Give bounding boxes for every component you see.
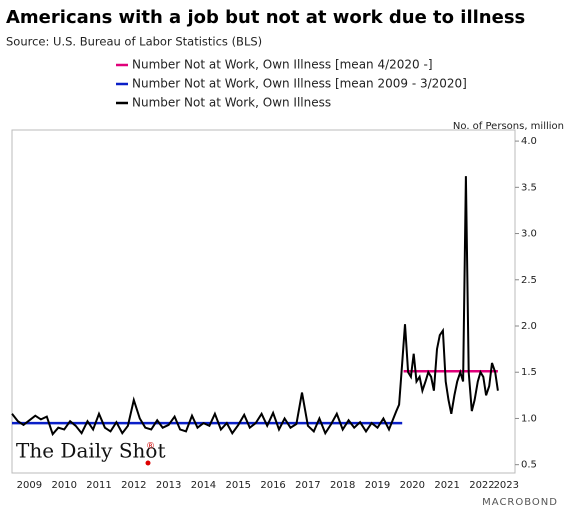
plot-frame [11,129,516,474]
legend-label: Number Not at Work, Own Illness [mean 4/… [132,58,433,72]
y-axis-label: No. of Persons, million [453,121,564,132]
x-tick-label: 2014 [191,480,216,491]
watermark-mark: ® [146,442,155,452]
x-tick-label: 2022 [469,480,494,491]
y-tick-label: 1.0 [521,413,537,424]
x-tick-label: 2016 [260,480,285,491]
y-tick-label: 3.5 [521,182,537,193]
x-tick-label: 2013 [156,480,181,491]
x-tick-label: 2015 [226,480,251,491]
watermark: The Daily Shot [16,439,165,463]
y-tick-label: 4.0 [521,136,537,147]
legend-label: Number Not at Work, Own Illness [132,96,331,110]
x-tick-label: 2012 [121,480,146,491]
x-tick-label: 2020 [400,480,425,491]
chart-subtitle: Source: U.S. Bureau of Labor Statistics … [6,35,262,49]
x-tick-label: 2017 [295,480,320,491]
x-tick-label: 2021 [434,480,459,491]
y-tick-label: 1.5 [521,367,537,378]
x-tick-label: 2011 [86,480,111,491]
x-tick-label: 2023 [494,480,519,491]
brand: MACROBOND [482,497,558,508]
series-line [11,176,499,437]
y-tick-label: 2.5 [521,275,537,286]
x-tick-label: 2009 [17,480,42,491]
watermark-dot [145,460,151,466]
x-tick-label: 2019 [365,480,390,491]
y-tick-label: 2.0 [521,321,537,332]
chart-title: Americans with a job but not at work due… [6,7,525,28]
y-tick-label: 3.0 [521,229,537,240]
x-tick-label: 2010 [51,480,76,491]
x-tick-label: 2018 [330,480,355,491]
y-tick-label: 0.5 [521,460,537,471]
legend-label: Number Not at Work, Own Illness [mean 20… [132,77,467,91]
